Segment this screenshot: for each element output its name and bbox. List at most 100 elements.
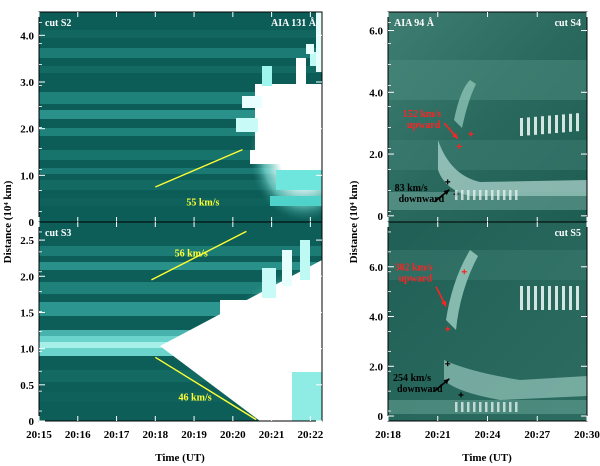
panel-s3-x-tick-label: 20:19 [181,429,207,441]
panel-s2-y-tick-label: 0 [29,217,35,229]
panel-s4-bottom-stripe [467,190,470,200]
panel-s5-stripe [576,286,579,310]
panel-s5 [388,222,587,421]
panel-s3-x-tick-label: 20:22 [298,429,324,441]
panel-s4-stripe [548,115,551,134]
panel-s4-y-tick-label: 6.0 [369,26,383,38]
panel-s4-direction-label: upward [407,120,441,131]
panel-s5-stripe [534,286,537,310]
panel-s4-y-tick-label: 4.0 [369,87,383,99]
panel-s5-x-tick-label: 20:30 [574,429,600,441]
panel-s2-speed-line [155,149,243,188]
panel-s5-bottom-stripe [497,402,500,412]
panel-s3-frame [38,221,323,422]
panel-s2 [39,12,322,222]
panel-s4 [388,12,587,222]
right-y-axis-label: Distance (10⁴ km) [348,180,360,263]
panel-s5-stripe [520,286,523,310]
panel-s5-y-tick-label: 4.0 [369,312,383,324]
panel-s5-speed-label: 302 km/s [395,263,433,274]
panel-s3-speed-line [154,356,257,421]
panel-s4-label-right: cut S4 [555,18,581,29]
panel-s4-stripe [534,116,537,135]
panel-s4-stripe [520,118,523,136]
panel-s4-stripe [569,113,572,132]
panel-s5-plus-marker [445,326,451,332]
panel-s4-stripe [576,113,579,132]
annotation-layer: cut S2 AIA 131 Å 55 km/s cut S3 56 km/s 46 km… [45,17,581,421]
panel-s4-bottom-stripe [491,190,494,200]
panel-s5-arrow-head [443,378,450,385]
panel-s5-stripe [555,286,558,310]
panel-s5-stripe [562,286,565,310]
panel-s4-plus-marker [468,131,474,137]
panel-s4-bottom-stripe [515,190,518,200]
panel-s5-bottom-stripe [509,402,512,412]
panel-s3-y-tick-label: 0.5 [20,380,34,392]
panel-s5-speed-label: 254 km/s [393,373,431,384]
panel-s3-speed-line [151,230,247,281]
axes-layer: 0 1.0 2.0 3.0 4.0 20:15 20:16 20:17 20:18 20:19 20… [20,11,600,441]
panel-s3-x-tick-label: 20:21 [259,429,285,441]
panel-s2-label-left: cut S2 [45,18,71,29]
panel-s4-bottom-stripe [479,190,482,200]
panel-s3-texture [39,240,322,421]
left-y-axis-label: Distance (10⁴ km) [2,180,14,263]
panel-s5-label-right: cut S5 [555,228,581,239]
panel-s5-x-tick-label: 20:27 [524,429,550,441]
panel-s5-bottom-stripe [473,402,476,412]
panel-s5-y-tick-label: 2.0 [369,361,383,373]
panel-s4-arrow-head [452,132,458,139]
panel-s5-texture [388,250,587,414]
panel-s3-x-tick-label: 20:15 [26,429,52,441]
panel-s4-stripe [562,114,565,133]
panel-s4-speed-label: 152 km/s [403,109,441,120]
panel-s4-y-tick-label: 0 [378,211,384,223]
panel-s5-arrow-head [441,300,447,307]
panel-s5-stripe [527,286,530,310]
panel-s4-stripe [555,115,558,133]
right-x-axis-label: Time (UT) [462,452,512,464]
panel-s2-y-tick-label: 3.0 [20,77,34,89]
panel-s5-stripe [548,286,551,310]
left-x-axis-label: Time (UT) [155,452,205,464]
panel-s4-plus-marker [456,143,462,149]
panel-s3-y-tick-label: 1.5 [20,307,34,319]
panel-s5-bottom-stripe [467,402,470,412]
panel-s2-y-tick-label: 4.0 [20,30,34,42]
panel-s4-arrow-head [443,189,450,196]
panel-s3-label-left: cut S3 [45,228,71,239]
panel-s4-speed-label: 83 km/s [395,183,428,194]
panel-s5-bottom-stripe [479,402,482,412]
panel-s4-bottom-stripe [497,190,500,200]
panel-s3 [39,222,322,421]
panel-s4-stripe [541,116,544,135]
panel-s3-x-tick-label: 20:20 [220,429,246,441]
panel-s4-stripe [527,117,530,136]
panel-s5-bottom-stripe [515,402,518,412]
panel-s3-x-tick-label: 20:17 [104,429,130,441]
panel-s4-bottom-stripe [455,190,458,200]
panel-s5-x-tick-label: 20:18 [375,429,401,441]
panel-s4-y-tick-label: 2.0 [369,149,383,161]
panel-s3-x-tick-label: 20:16 [65,429,91,441]
panel-s5-bottom-stripe [461,402,464,412]
panel-s5-direction-label: downward [397,384,443,395]
panel-s4-bottom-stripe [461,190,464,200]
panel-s5-direction-label: upward [399,274,433,285]
panel-s5-x-tick-label: 20:21 [425,429,451,441]
panel-s4-direction-label: downward [399,194,445,205]
panel-s5-y-tick-label: 6.0 [369,262,383,274]
panel-s3-x-tick-label: 20:18 [142,429,168,441]
panel-s4-texture [388,60,587,210]
panel-s2-y-tick-label: 2.0 [20,124,34,136]
panel-s5-bottom-stripe [485,402,488,412]
panel-s5-stripe [569,286,572,310]
panel-s4-bottom-stripe [509,190,512,200]
panel-s4-label-left: AIA 94 Å [394,17,435,29]
panel-s5-plus-marker [445,361,451,367]
panel-s5-y-tick-label: 0 [378,411,384,423]
panel-s5-plus-marker [458,392,464,398]
panel-s3-y-tick-label: 0 [29,416,35,428]
